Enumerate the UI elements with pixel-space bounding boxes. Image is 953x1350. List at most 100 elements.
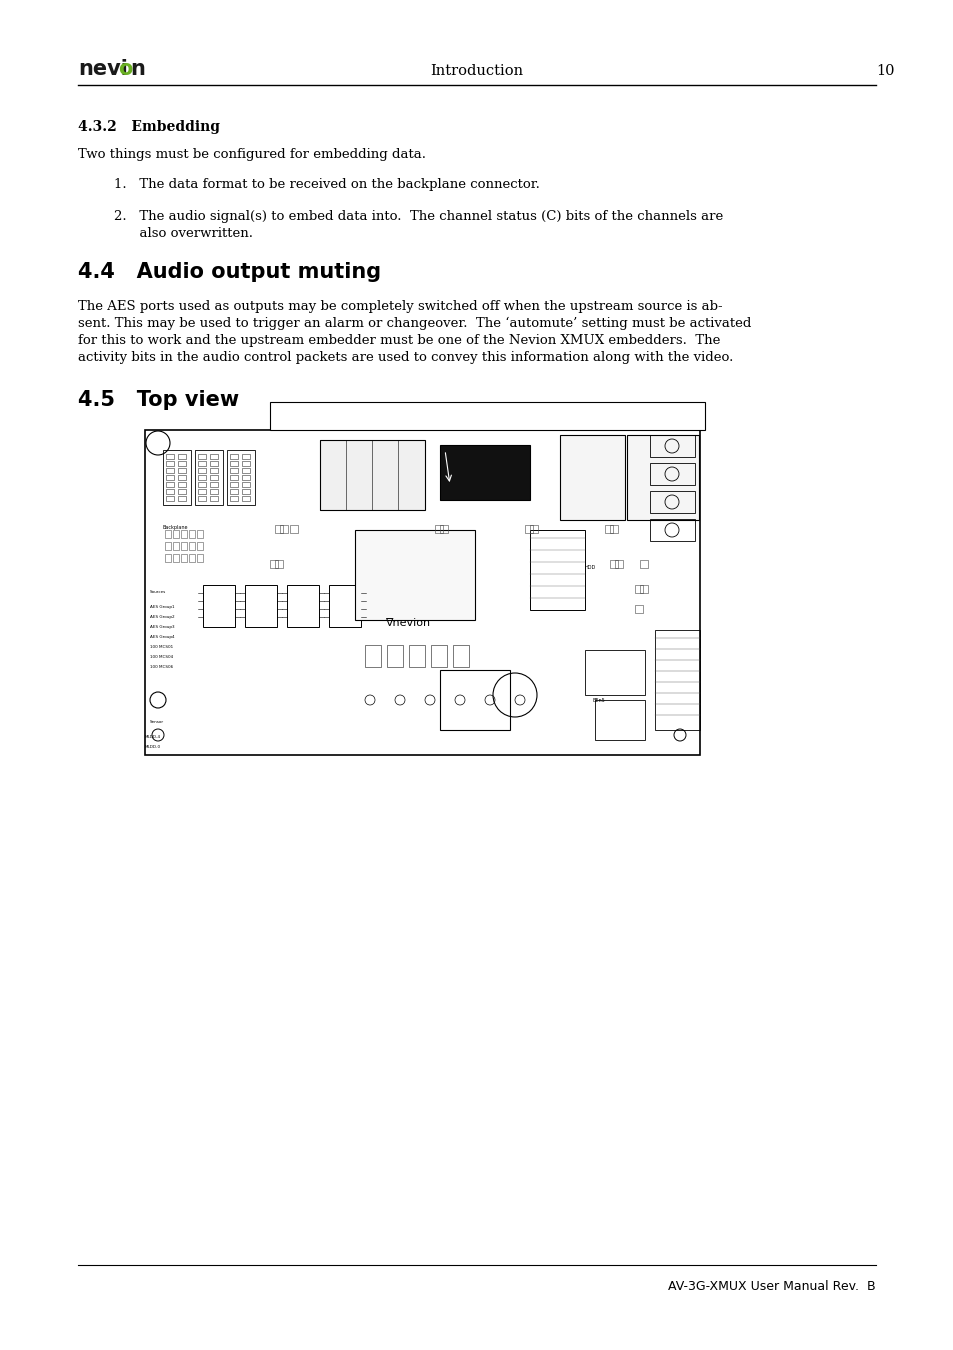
Text: HDD: HDD (584, 566, 596, 570)
Circle shape (459, 612, 462, 614)
Bar (431, 645, 447, 667)
Bar (409, 645, 424, 667)
Text: AES Group2: AES Group2 (150, 616, 174, 620)
Bar (230, 454, 237, 459)
Bar (196, 541, 203, 549)
Bar (230, 489, 237, 494)
Bar (181, 541, 187, 549)
Text: 10: 10 (875, 63, 894, 78)
Bar (165, 541, 171, 549)
Bar (210, 468, 218, 472)
Bar (172, 554, 179, 562)
Bar (198, 495, 206, 501)
Bar (530, 531, 584, 610)
Text: BEn5: BEn5 (593, 698, 605, 703)
Text: 100 MCS04: 100 MCS04 (150, 655, 172, 659)
Bar (166, 460, 173, 466)
Bar (242, 475, 250, 481)
Bar (166, 454, 173, 459)
Bar (198, 454, 206, 459)
Text: ∇nevion: ∇nevion (385, 618, 430, 628)
Bar (198, 482, 206, 487)
Bar (230, 482, 237, 487)
Bar (163, 450, 191, 505)
Text: AV-3G-XMUX User Manual Rev.  B: AV-3G-XMUX User Manual Rev. B (668, 1280, 875, 1293)
Bar (172, 541, 179, 549)
Bar (203, 585, 234, 626)
Bar (178, 460, 186, 466)
Bar (178, 482, 186, 487)
Bar (649, 491, 695, 513)
Bar (290, 525, 297, 533)
Text: Backplane: Backplane (163, 525, 189, 531)
Bar (635, 585, 642, 593)
Bar (178, 489, 186, 494)
Bar (181, 531, 187, 539)
Text: AES Group4: AES Group4 (150, 634, 174, 639)
Bar (210, 495, 218, 501)
Text: o: o (118, 59, 132, 80)
Text: sent. This may be used to trigger an alarm or changeover.  The ‘automute’ settin: sent. This may be used to trigger an ala… (78, 317, 751, 331)
Bar (166, 482, 173, 487)
Bar (626, 435, 699, 520)
Bar (639, 560, 647, 568)
Bar (355, 531, 475, 620)
Text: nevi: nevi (78, 59, 128, 80)
Bar (166, 468, 173, 472)
Bar (242, 489, 250, 494)
Bar (584, 649, 644, 695)
Bar (655, 630, 700, 730)
Text: AES Group3: AES Group3 (150, 625, 174, 629)
Bar (165, 531, 171, 539)
Bar (595, 701, 644, 740)
Text: MLDD-4: MLDD-4 (145, 734, 161, 738)
Bar (178, 495, 186, 501)
Bar (242, 468, 250, 472)
Text: The AES ports used as outputs may be completely switched off when the upstream s: The AES ports used as outputs may be com… (78, 300, 721, 313)
Bar (166, 495, 173, 501)
Bar (165, 554, 171, 562)
Bar (145, 431, 700, 755)
Bar (196, 531, 203, 539)
Bar (198, 468, 206, 472)
Bar (230, 495, 237, 501)
Bar (270, 402, 704, 431)
Text: Introduction: Introduction (430, 63, 523, 78)
Bar (242, 495, 250, 501)
Bar (524, 525, 533, 533)
Text: also overwritten.: also overwritten. (113, 227, 253, 240)
Text: n: n (130, 59, 145, 80)
Bar (242, 460, 250, 466)
Bar (274, 560, 283, 568)
Text: 100 MCS01: 100 MCS01 (150, 645, 172, 649)
Bar (210, 489, 218, 494)
Bar (230, 468, 237, 472)
Bar (196, 554, 203, 562)
Bar (559, 435, 624, 520)
Bar (319, 440, 424, 510)
Bar (166, 475, 173, 481)
Bar (287, 585, 318, 626)
Bar (210, 475, 218, 481)
Bar (635, 605, 642, 613)
Bar (649, 463, 695, 485)
Bar (194, 450, 223, 505)
Circle shape (453, 612, 456, 614)
Bar (242, 454, 250, 459)
Text: Sources: Sources (150, 590, 166, 594)
Bar (365, 645, 380, 667)
Bar (181, 554, 187, 562)
Bar (329, 585, 360, 626)
Bar (649, 518, 695, 541)
Circle shape (465, 612, 468, 614)
Text: Two things must be configured for embedding data.: Two things must be configured for embedd… (78, 148, 426, 161)
Bar (189, 531, 194, 539)
Bar (387, 645, 402, 667)
Bar (230, 475, 237, 481)
Text: 4.5   Top view: 4.5 Top view (78, 390, 239, 410)
Bar (210, 460, 218, 466)
Bar (604, 525, 613, 533)
Bar (178, 468, 186, 472)
Bar (189, 554, 194, 562)
Text: 2.   The audio signal(s) to embed data into.  The channel status (C) bits of the: 2. The audio signal(s) to embed data int… (113, 211, 722, 223)
